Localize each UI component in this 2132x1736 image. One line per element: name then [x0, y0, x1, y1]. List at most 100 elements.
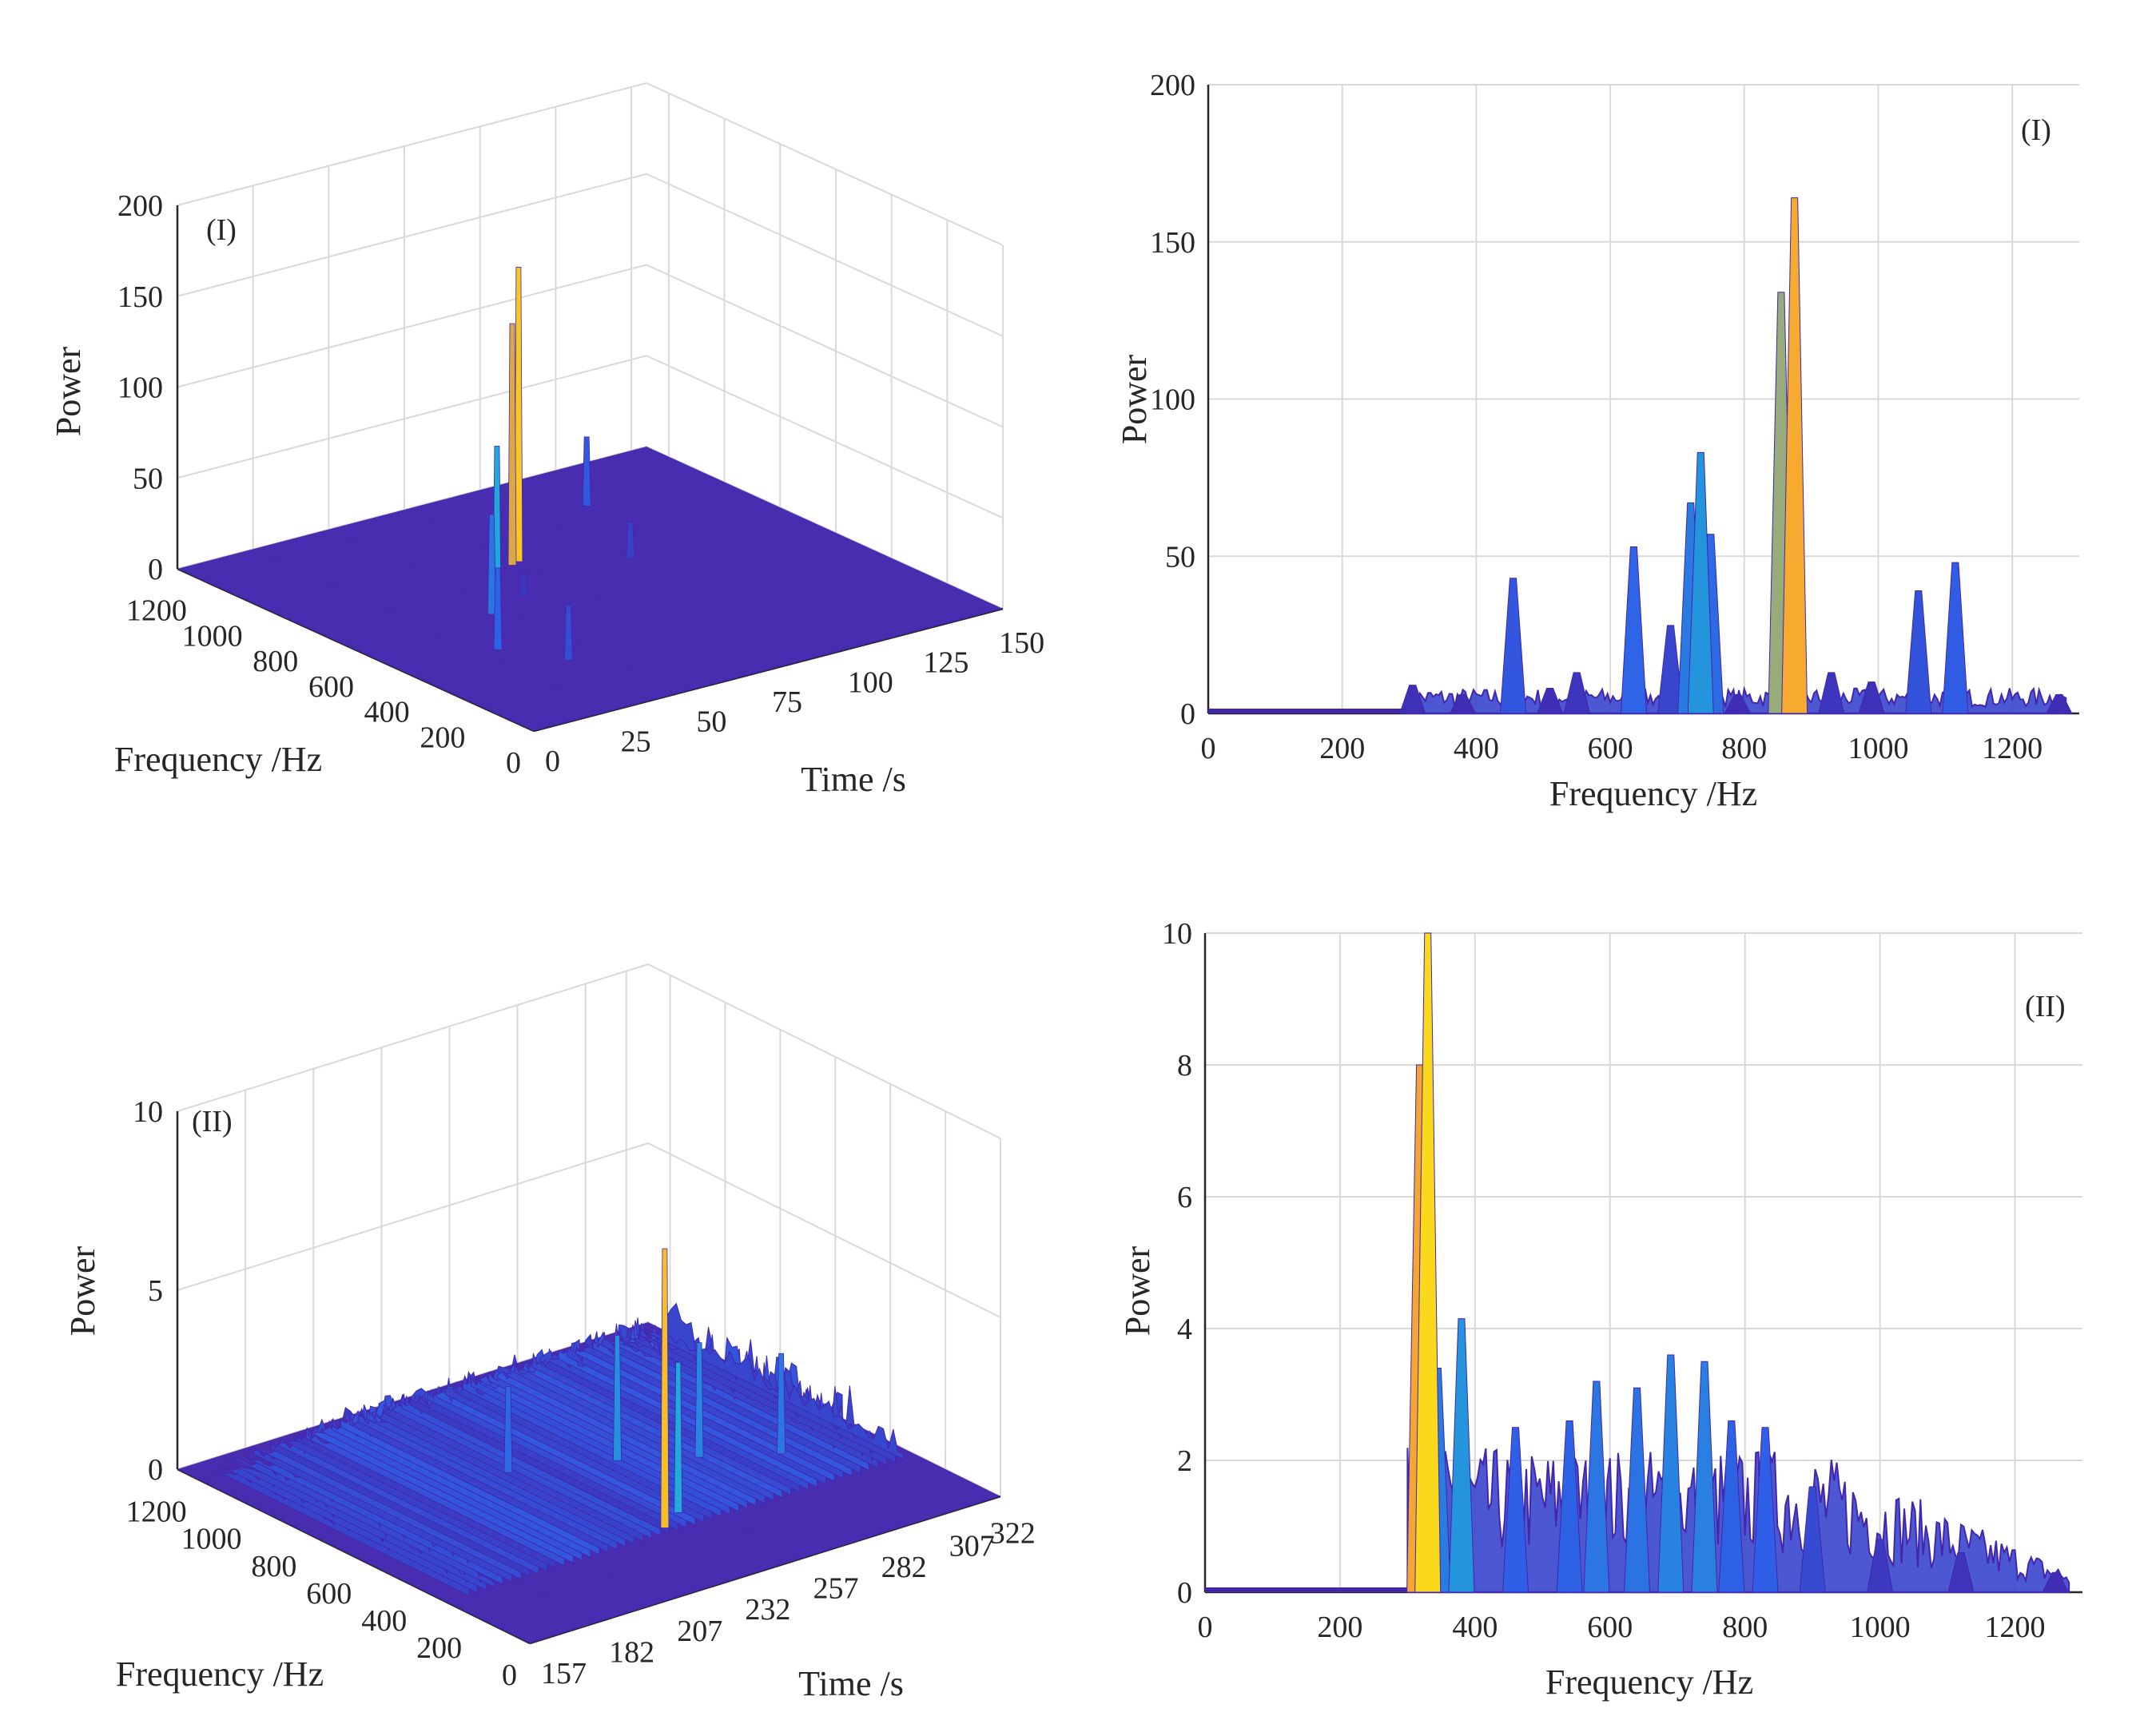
tick-labels-4: 0 200 400 600 800 1000 1200 0 2 4 6 8 10: [1162, 917, 2046, 1644]
spectrum-peak: [1624, 1387, 1651, 1593]
spectrum-peak: [1449, 693, 1477, 714]
spectrum-peak: [1448, 1318, 1475, 1593]
tick-labels-2: 0 200 400 600 800 1000 1200 0 50 100 150 200: [1150, 69, 2043, 765]
spectrum-peak: [1687, 451, 1714, 714]
spectrum-peak: [1399, 685, 1426, 714]
spectrum-peak: [1781, 197, 1808, 714]
x-tick-label: 400: [1452, 1611, 1498, 1644]
wall-grid-z: [177, 264, 1004, 428]
x-tick-label: 200: [1317, 1611, 1362, 1644]
z-tick-label: 0: [148, 1453, 163, 1487]
spectrum-peak: [1563, 672, 1590, 714]
y-tick-label: 25: [621, 725, 651, 758]
x-tick-label: 1000: [181, 1523, 241, 1556]
z-tick-label: 50: [133, 462, 163, 495]
spectrum-peak: [1867, 1539, 1894, 1593]
x-axis-title-2: Frequency /Hz: [1549, 774, 1757, 813]
spectrum-peaks-4: [1205, 932, 2070, 1593]
spectrum-peaks-2: [1208, 197, 2073, 714]
y-tick-label: 182: [609, 1635, 654, 1669]
x-tick-label: 1000: [1848, 732, 1908, 765]
y-tick-label: 50: [696, 705, 726, 739]
panel-label-1: (I): [206, 213, 237, 247]
y-tick-label: 10: [1162, 917, 1192, 951]
surface-peak: [582, 436, 591, 506]
y-axis-title-4: Power: [1118, 1245, 1157, 1336]
surface-3: [177, 1248, 1000, 1643]
x-axis-title-1: Frequency /Hz: [114, 740, 322, 779]
y-tick-label: 257: [813, 1572, 858, 1606]
z-tick-label: 0: [148, 553, 163, 586]
spectrum-peak: [1691, 1361, 1718, 1593]
x-tick-label: 0: [502, 1659, 517, 1692]
x-tick-label: 600: [308, 670, 354, 704]
y-tick-label: 322: [990, 1517, 1036, 1551]
spectrum-peak: [1799, 1486, 1826, 1593]
y-axis-title-2: Power: [1115, 354, 1154, 444]
surface-peak: [626, 522, 635, 559]
x-tick-label: 800: [253, 645, 298, 678]
spectrum-peak: [1414, 932, 1442, 1593]
y-tick-label: 307: [949, 1529, 995, 1563]
wall-grid-z: [177, 81, 1004, 246]
spectrum-peak: [1718, 1420, 1745, 1593]
x-tick-label: 600: [306, 1577, 352, 1611]
wall-grid-z: [177, 355, 1004, 519]
y-tick-label: 4: [1177, 1313, 1192, 1346]
x-tick-label: 1200: [126, 1496, 187, 1529]
x-axis-title-3: Frequency /Hz: [116, 1655, 324, 1694]
spectrum-peak: [1858, 681, 1885, 714]
x-tick-label: 400: [361, 1604, 407, 1638]
panel-label-4: (II): [2025, 990, 2066, 1023]
spectrum-peak: [1583, 1380, 1610, 1593]
y-axis-title-1: Time /s: [801, 760, 906, 799]
panel-label-3: (II): [192, 1105, 233, 1138]
spectrum-peak: [1657, 625, 1685, 714]
x-tick-label: 800: [1722, 1611, 1768, 1644]
x-tick-label: 600: [1588, 732, 1633, 765]
spectrum-peak: [1499, 578, 1527, 714]
spectrum-peak: [1657, 1354, 1685, 1593]
spectrum-peak: [1947, 1552, 1975, 1593]
wall-grid-z: [177, 1142, 1001, 1318]
surface-peak: [777, 1353, 786, 1455]
surface-peak: [613, 1335, 622, 1461]
y-tick-label: 232: [745, 1593, 790, 1627]
y-tick-label: 207: [677, 1615, 722, 1648]
z-tick-label: 5: [148, 1274, 163, 1308]
x-tick-label: 800: [251, 1550, 296, 1583]
surface-peak: [503, 1386, 513, 1473]
y-tick-label: 282: [881, 1551, 927, 1584]
spectrum-peak: [1752, 1427, 1779, 1593]
y-tick-label: 8: [1177, 1049, 1192, 1083]
x-axis-title-4: Frequency /Hz: [1545, 1663, 1753, 1702]
surface-peak: [514, 267, 523, 562]
x-tick-label: 0: [1201, 732, 1216, 765]
y-tick-label: 157: [541, 1657, 587, 1690]
x-tick-label: 0: [1198, 1611, 1213, 1644]
y-tick-label: 0: [545, 745, 560, 778]
z-tick-label: 200: [117, 189, 163, 223]
surface-peak: [507, 323, 517, 566]
x-tick-label: 1200: [126, 594, 187, 628]
y-tick-label: 0: [1180, 697, 1195, 731]
x-tick-label: 1200: [1982, 732, 2043, 765]
x-tick-label: 200: [420, 721, 465, 754]
surface-floor: [177, 447, 1003, 731]
x-tick-label: 1000: [1850, 1611, 1911, 1644]
wall-grid-z: [177, 963, 1001, 1139]
spectrum-peak: [1556, 1420, 1583, 1593]
x-tick-label: 200: [416, 1631, 462, 1665]
y-tick-label: 2: [1177, 1444, 1192, 1478]
spectrum-peak: [1536, 688, 1564, 714]
x-tick-label: 200: [1319, 732, 1365, 765]
surface-1: [177, 267, 1003, 731]
surface-peak: [660, 1248, 670, 1528]
x-tick-label: 600: [1587, 1611, 1633, 1644]
y-tick-label: 100: [848, 665, 893, 699]
y-tick-label: 100: [1150, 383, 1195, 417]
